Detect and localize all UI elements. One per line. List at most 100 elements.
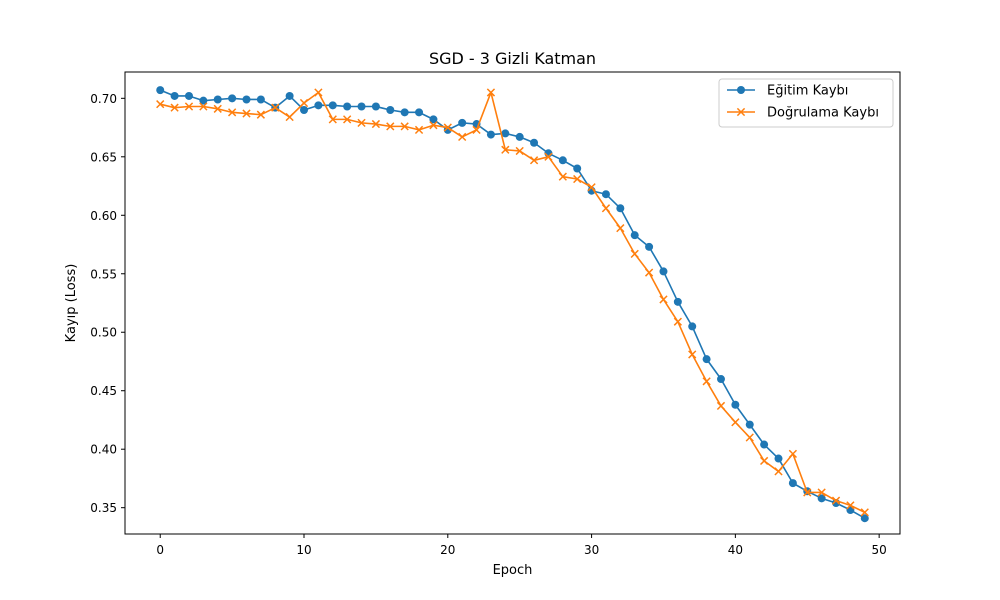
training-loss-point bbox=[228, 94, 237, 103]
y-tick-label: 0.50 bbox=[90, 326, 117, 340]
validation-loss-point bbox=[630, 249, 639, 259]
validation-loss-point bbox=[213, 104, 222, 113]
training-loss-point bbox=[343, 102, 352, 111]
validation-loss-point bbox=[774, 467, 783, 476]
training-loss-point bbox=[774, 454, 783, 463]
training-loss-point bbox=[688, 322, 697, 331]
training-loss-point bbox=[601, 190, 610, 199]
validation-loss-point bbox=[371, 119, 381, 129]
training-loss-point bbox=[256, 95, 265, 104]
training-loss-point bbox=[673, 297, 682, 306]
validation-loss-point bbox=[357, 118, 366, 128]
validation-loss-point bbox=[817, 488, 826, 497]
training-loss-point bbox=[659, 267, 668, 276]
validation-loss-point bbox=[702, 377, 711, 386]
validation-loss-point bbox=[386, 122, 395, 131]
validation-loss-point bbox=[673, 317, 682, 326]
plot-background bbox=[125, 72, 900, 534]
validation-loss-point bbox=[199, 102, 208, 111]
y-axis: 0.35 0.40 0.45 0.50 0.55 0.60 0.65 0.70 bbox=[90, 92, 125, 515]
training-loss-point bbox=[199, 96, 208, 105]
training-loss-point bbox=[285, 91, 294, 100]
x-tick-label: 10 bbox=[296, 543, 311, 557]
validation-loss-point bbox=[644, 268, 654, 277]
training-loss-point bbox=[386, 106, 395, 115]
training-loss-point bbox=[817, 494, 826, 503]
validation-loss-point bbox=[458, 132, 467, 142]
training-loss-point bbox=[415, 108, 424, 117]
training-loss-point bbox=[170, 91, 179, 100]
validation-loss-point bbox=[544, 152, 553, 161]
validation-loss-point bbox=[443, 123, 452, 132]
legend-training-loss-label: Eğitim Kaybı bbox=[767, 84, 848, 99]
training-loss-point bbox=[314, 101, 323, 110]
y-tick-label: 0.60 bbox=[90, 209, 117, 223]
validation-loss-point bbox=[501, 145, 510, 154]
training-loss-point bbox=[357, 102, 366, 111]
legend-training-loss-marker bbox=[737, 86, 745, 94]
legend-box bbox=[718, 78, 894, 128]
y-axis-label: Kayıp (Loss) bbox=[64, 264, 79, 343]
validation-loss-point bbox=[156, 100, 165, 109]
training-loss-point bbox=[400, 108, 409, 117]
training-loss-point bbox=[530, 138, 539, 147]
training-loss-point bbox=[616, 204, 625, 213]
validation-loss-point bbox=[573, 174, 582, 184]
legend-validation-loss-marker bbox=[736, 107, 746, 117]
validation-loss-point bbox=[486, 88, 496, 97]
y-tick-label: 0.55 bbox=[90, 267, 117, 281]
training-loss-point bbox=[716, 375, 725, 384]
validation-loss-point bbox=[803, 488, 812, 497]
training-loss-point bbox=[630, 231, 639, 240]
training-loss-point bbox=[702, 355, 711, 364]
plot-frame bbox=[124, 71, 901, 535]
x-tick-label: 50 bbox=[872, 543, 887, 557]
validation-loss-point bbox=[788, 449, 798, 459]
legend: Eğitim Kaybı Doğrulama Kaybı bbox=[718, 78, 894, 128]
training-loss-point bbox=[156, 86, 165, 95]
training-loss-point bbox=[486, 130, 495, 139]
validation-loss-point bbox=[400, 122, 409, 131]
validation-loss-point bbox=[472, 125, 481, 135]
training-loss-point bbox=[645, 242, 654, 251]
x-tick-label: 0 bbox=[156, 543, 164, 557]
training-loss-point bbox=[860, 514, 869, 523]
training-loss-point bbox=[429, 115, 438, 124]
validation-loss-point bbox=[285, 112, 294, 122]
validation-loss-point bbox=[688, 350, 697, 359]
validation-loss-point bbox=[529, 156, 539, 165]
training-loss-point bbox=[328, 101, 337, 110]
validation-loss-point bbox=[314, 88, 323, 97]
training-loss-point bbox=[371, 102, 380, 111]
validation-loss-point bbox=[271, 103, 280, 112]
validation-loss-point bbox=[846, 501, 855, 510]
validation-loss-point bbox=[328, 115, 337, 124]
training-loss-point bbox=[458, 118, 467, 127]
series-layer bbox=[156, 86, 869, 523]
x-tick-label: 20 bbox=[440, 543, 455, 557]
training-loss-point bbox=[501, 129, 510, 138]
training-loss-point bbox=[788, 479, 797, 488]
y-tick-label: 0.35 bbox=[90, 501, 117, 515]
training-loss-point bbox=[558, 156, 567, 165]
validation-loss-point bbox=[429, 121, 438, 130]
training-loss-point bbox=[760, 440, 769, 449]
validation-loss-point bbox=[587, 183, 596, 192]
y-tick-label: 0.70 bbox=[90, 92, 117, 106]
validation-loss-point bbox=[558, 172, 567, 181]
validation-loss-point bbox=[601, 204, 611, 213]
validation-loss-point bbox=[242, 109, 251, 118]
validation-loss-point bbox=[745, 433, 754, 442]
training-loss-point bbox=[573, 164, 582, 173]
legend-validation-loss-label: Doğrulama Kaybı bbox=[767, 106, 879, 121]
validation-loss-point bbox=[731, 418, 740, 427]
validation-loss-point bbox=[831, 496, 841, 505]
chart-title: SGD - 3 Gizli Katman bbox=[429, 49, 596, 68]
validation-loss-point bbox=[659, 295, 668, 304]
legend-entries: Eğitim Kaybı Doğrulama Kaybı bbox=[727, 84, 879, 121]
validation-loss-point bbox=[716, 401, 726, 411]
training-loss-point bbox=[242, 95, 251, 104]
x-axis-label: Epoch bbox=[493, 563, 533, 578]
x-axis: 0 10 20 30 40 50 bbox=[156, 534, 887, 557]
